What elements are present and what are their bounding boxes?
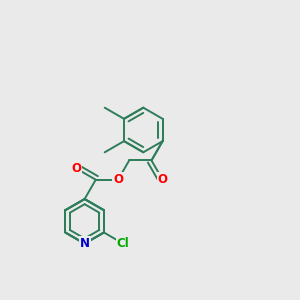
Text: O: O	[71, 162, 82, 175]
Text: N: N	[80, 237, 90, 250]
Text: Cl: Cl	[117, 237, 130, 250]
Text: O: O	[113, 173, 123, 186]
Text: O: O	[158, 173, 168, 186]
